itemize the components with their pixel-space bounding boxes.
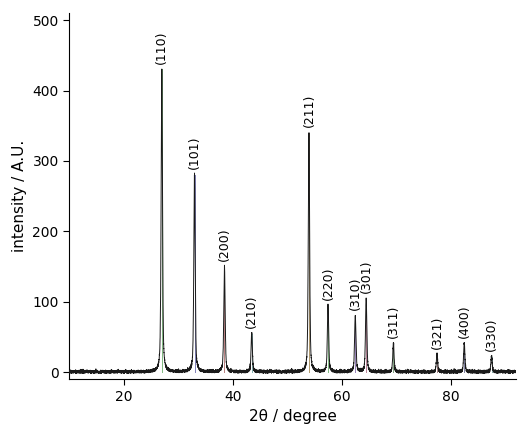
X-axis label: 2θ / degree: 2θ / degree bbox=[248, 409, 337, 424]
Text: (220): (220) bbox=[321, 266, 335, 300]
Text: (311): (311) bbox=[387, 305, 400, 338]
Text: (400): (400) bbox=[458, 305, 471, 338]
Text: (210): (210) bbox=[245, 294, 258, 328]
Y-axis label: intensity / A.U.: intensity / A.U. bbox=[12, 140, 27, 252]
Text: (321): (321) bbox=[430, 316, 444, 349]
Text: (310): (310) bbox=[349, 277, 362, 310]
Text: (330): (330) bbox=[485, 318, 498, 351]
Text: (110): (110) bbox=[155, 30, 168, 64]
Text: (211): (211) bbox=[303, 94, 315, 127]
Text: (101): (101) bbox=[188, 136, 201, 170]
Text: (301): (301) bbox=[360, 259, 373, 293]
Text: (200): (200) bbox=[218, 227, 231, 261]
